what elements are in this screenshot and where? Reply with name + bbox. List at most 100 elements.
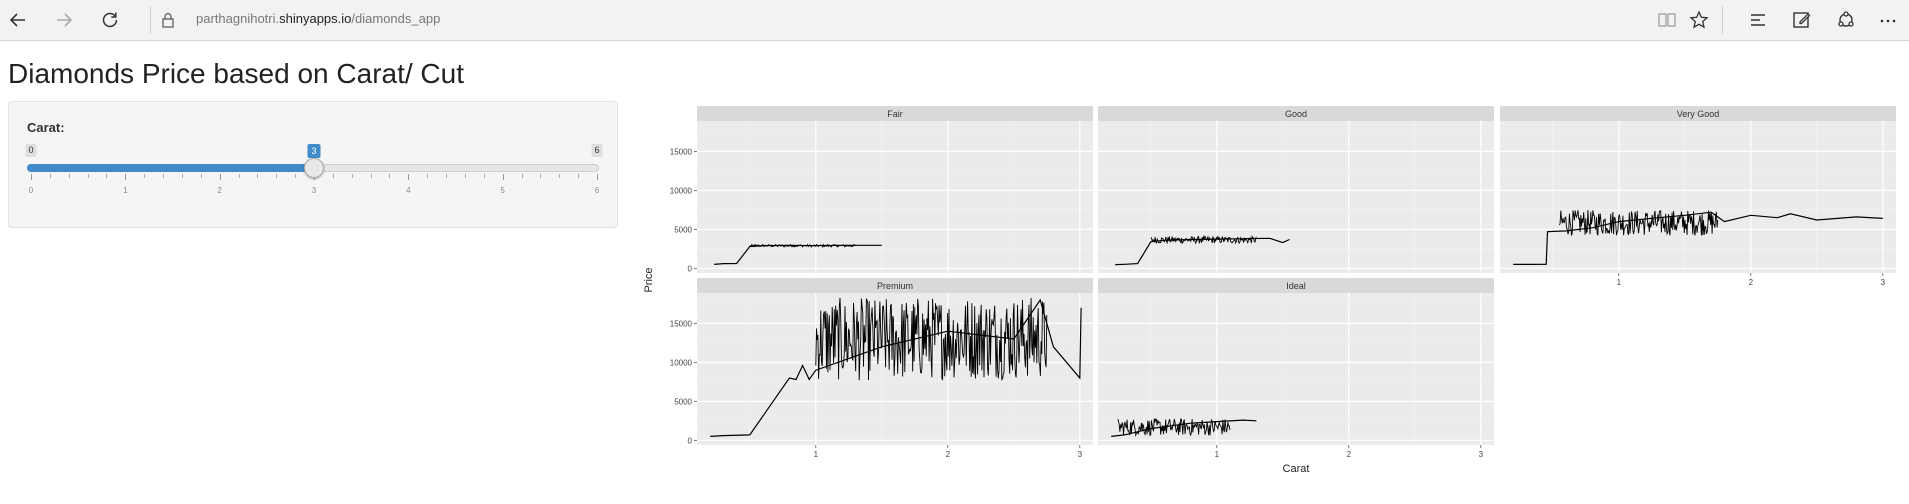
facet-panel bbox=[1500, 121, 1896, 273]
slider-tick bbox=[351, 174, 353, 178]
x-tick-label: 1 bbox=[1215, 450, 1220, 459]
y-tick-label: 10000 bbox=[670, 186, 693, 195]
series-line bbox=[1111, 419, 1257, 437]
y-tick-label: 0 bbox=[688, 264, 693, 273]
slider-tick bbox=[257, 174, 259, 178]
y-tick-label: 5000 bbox=[674, 225, 692, 234]
series-band bbox=[1117, 418, 1231, 438]
slider-tick bbox=[163, 174, 165, 178]
slider-tick bbox=[219, 174, 221, 180]
x-tick-label: 2 bbox=[1347, 450, 1352, 459]
slider-tick bbox=[483, 174, 485, 178]
slider-tick bbox=[427, 174, 429, 178]
facet-panel bbox=[697, 293, 1093, 445]
slider-tick bbox=[578, 174, 580, 178]
forward-button[interactable] bbox=[48, 4, 80, 36]
web-note-button[interactable] bbox=[1786, 4, 1818, 36]
toolbar-separator bbox=[150, 6, 151, 34]
slider-tick-label: 0 bbox=[28, 186, 34, 195]
lock-icon bbox=[162, 12, 174, 28]
slider-tick-label: 6 bbox=[594, 186, 600, 195]
slider-tick bbox=[446, 174, 448, 178]
share-icon bbox=[1838, 11, 1854, 27]
slider-tick bbox=[238, 174, 240, 178]
x-tick-label: 3 bbox=[1078, 450, 1083, 459]
slider-max-label: 6 bbox=[591, 144, 603, 157]
back-button[interactable] bbox=[2, 4, 34, 36]
y-tick-label: 5000 bbox=[674, 397, 692, 406]
facet-strip bbox=[697, 106, 1093, 121]
facet-panel bbox=[1098, 293, 1494, 445]
slider-tick bbox=[144, 174, 146, 178]
slider-tick bbox=[521, 174, 523, 178]
slider-tick bbox=[106, 174, 108, 178]
carat-slider-handle[interactable] bbox=[304, 158, 324, 178]
slider-tick bbox=[276, 174, 278, 178]
slider-tick bbox=[87, 174, 89, 178]
browser-toolbar: parthagnihotri.shinyapps.io/diamonds_app bbox=[0, 0, 1909, 41]
favorite-star-icon bbox=[1689, 10, 1709, 29]
favorite-button[interactable] bbox=[1683, 4, 1715, 36]
reading-view-button[interactable] bbox=[1651, 4, 1683, 36]
page-title: Diamonds Price based on Carat/ Cut bbox=[8, 58, 464, 89]
hub-button[interactable] bbox=[1742, 4, 1774, 36]
x-tick-label: 1 bbox=[1617, 278, 1622, 287]
forward-arrow-icon bbox=[57, 13, 73, 27]
x-tick-label: 1 bbox=[814, 450, 819, 459]
url-path: /diamonds_app bbox=[351, 11, 441, 26]
slider-tick bbox=[200, 174, 202, 178]
refresh-button[interactable] bbox=[94, 4, 126, 36]
facet-label: Good bbox=[1285, 109, 1307, 119]
facet-label: Premium bbox=[877, 281, 913, 291]
sidebar-panel: Carat: 0 6 3 0 1 2 3 4 5 6 bbox=[8, 101, 618, 228]
y-axis-title: Price bbox=[643, 267, 655, 292]
more-button[interactable] bbox=[1872, 4, 1904, 36]
series-line bbox=[1513, 211, 1883, 265]
slider-min-label: 0 bbox=[25, 144, 37, 157]
slider-tick bbox=[332, 174, 334, 178]
slider-tick bbox=[370, 174, 372, 178]
slider-tick bbox=[295, 174, 297, 178]
url-text: parthagnihotri.shinyapps.io/diamonds_app bbox=[196, 11, 440, 26]
slider-tick-label: 5 bbox=[500, 186, 505, 195]
slider-tick bbox=[540, 174, 542, 178]
x-tick-label: 3 bbox=[1881, 278, 1886, 287]
web-note-icon bbox=[1793, 12, 1811, 28]
facet-strip bbox=[1098, 106, 1494, 121]
x-tick-label: 3 bbox=[1479, 450, 1484, 459]
share-button[interactable] bbox=[1830, 4, 1862, 36]
slider-tick bbox=[68, 174, 70, 178]
refresh-icon bbox=[102, 12, 118, 28]
toolbar-separator bbox=[1722, 6, 1723, 34]
series-band bbox=[1558, 209, 1719, 237]
y-tick-label: 15000 bbox=[670, 319, 693, 328]
series-band bbox=[914, 297, 1048, 381]
y-tick-label: 15000 bbox=[670, 147, 693, 156]
series-line bbox=[1115, 237, 1290, 266]
carat-slider-label: Carat: bbox=[27, 120, 65, 135]
address-bar[interactable]: parthagnihotri.shinyapps.io/diamonds_app bbox=[152, 6, 1632, 34]
series-line bbox=[710, 298, 1082, 437]
slider-tick bbox=[597, 174, 598, 180]
slider-tick bbox=[559, 174, 561, 178]
x-tick-label: 2 bbox=[1749, 278, 1754, 287]
y-tick-label: 10000 bbox=[670, 358, 693, 367]
slider-tick bbox=[31, 174, 32, 180]
back-arrow-icon bbox=[9, 13, 25, 27]
x-tick-label: 2 bbox=[946, 450, 951, 459]
series-line bbox=[714, 244, 882, 265]
slider-tick-label: 3 bbox=[311, 186, 317, 195]
slider-tick bbox=[389, 174, 391, 178]
slider-tick bbox=[502, 174, 504, 180]
hub-icon bbox=[1751, 14, 1765, 26]
slider-tick bbox=[181, 174, 183, 178]
reading-view-icon bbox=[1658, 13, 1676, 27]
more-icon bbox=[1880, 19, 1896, 23]
slider-tick-label: 2 bbox=[217, 186, 222, 195]
facet-label: Fair bbox=[887, 109, 903, 119]
facet-label: Ideal bbox=[1286, 281, 1306, 291]
facet-label: Very Good bbox=[1677, 109, 1720, 119]
slider-value-label: 3 bbox=[307, 144, 321, 158]
url-host: shinyapps.io bbox=[279, 11, 352, 26]
